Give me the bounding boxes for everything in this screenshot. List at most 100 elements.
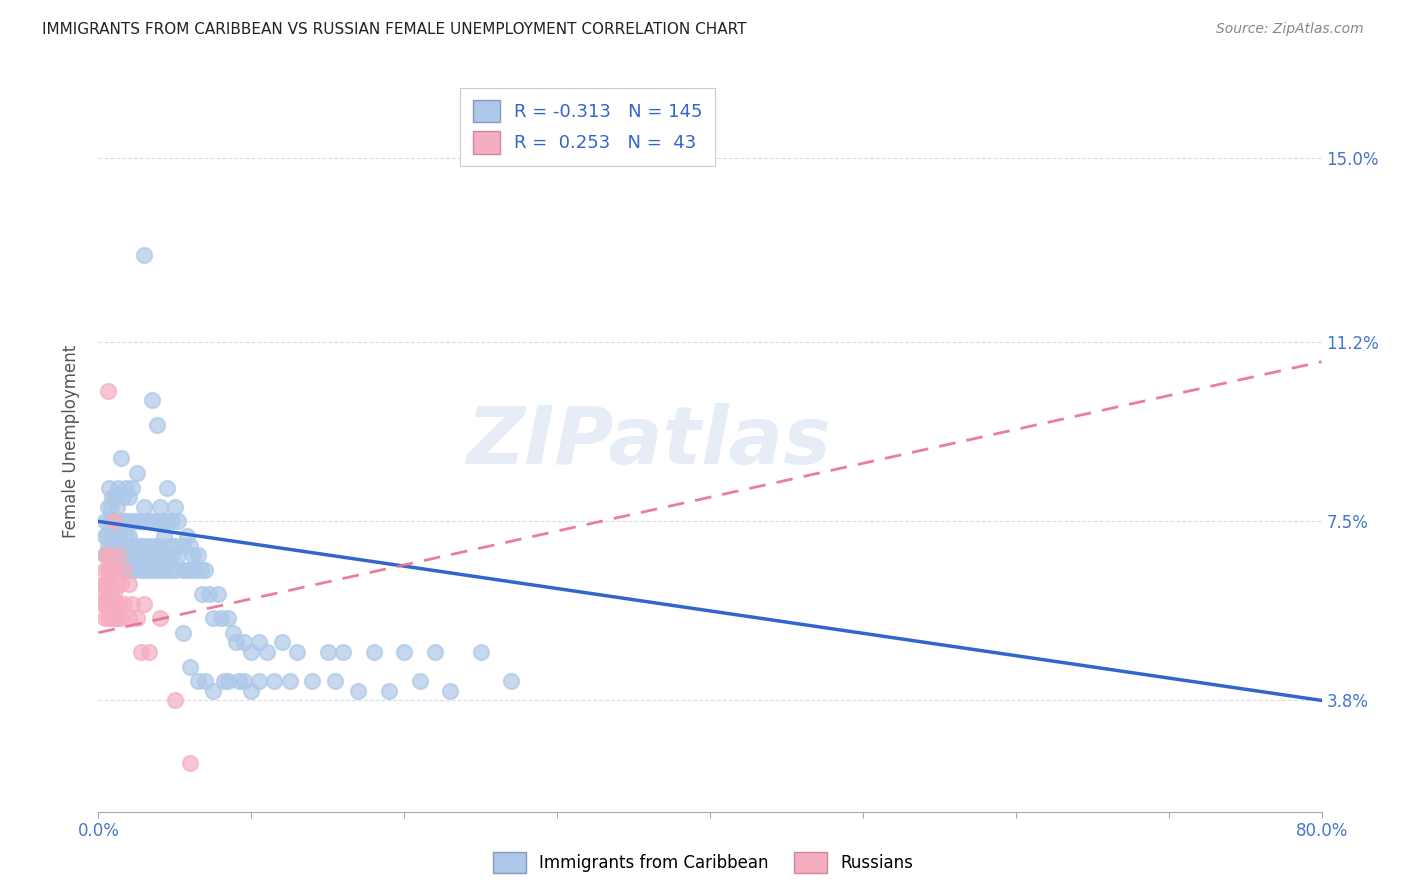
Point xyxy=(138,645,160,659)
Point xyxy=(138,563,160,577)
Point xyxy=(93,548,115,562)
Point xyxy=(118,563,141,577)
Point xyxy=(153,529,176,543)
Point xyxy=(187,674,209,689)
Point xyxy=(301,674,323,689)
Point xyxy=(159,563,181,577)
Point xyxy=(110,451,132,466)
Point xyxy=(141,548,163,562)
Point xyxy=(179,659,201,673)
Point xyxy=(228,674,250,689)
Point xyxy=(111,563,134,577)
Point xyxy=(160,515,183,529)
Point xyxy=(378,683,401,698)
Point xyxy=(101,548,124,562)
Point xyxy=(191,587,214,601)
Point xyxy=(98,548,121,562)
Point xyxy=(104,563,127,577)
Point xyxy=(136,548,159,562)
Y-axis label: Female Unemployment: Female Unemployment xyxy=(62,345,80,538)
Point xyxy=(202,611,225,625)
Point xyxy=(112,515,135,529)
Point xyxy=(232,674,254,689)
Point xyxy=(101,490,124,504)
Point xyxy=(141,393,163,408)
Point xyxy=(172,625,194,640)
Point xyxy=(103,515,125,529)
Point xyxy=(141,515,163,529)
Point xyxy=(93,563,115,577)
Point xyxy=(108,563,131,577)
Point xyxy=(94,577,117,591)
Point xyxy=(149,563,172,577)
Point xyxy=(163,693,186,707)
Point xyxy=(160,548,183,562)
Point xyxy=(93,587,115,601)
Point xyxy=(163,563,186,577)
Point xyxy=(104,548,127,562)
Point xyxy=(134,539,156,553)
Text: ZIPatlas: ZIPatlas xyxy=(467,402,831,481)
Point xyxy=(104,529,127,543)
Point xyxy=(103,587,125,601)
Point xyxy=(129,515,152,529)
Point xyxy=(115,481,138,495)
Point xyxy=(263,674,285,689)
Point xyxy=(129,548,152,562)
Point xyxy=(501,674,523,689)
Point xyxy=(104,490,127,504)
Point xyxy=(270,635,292,649)
Point xyxy=(194,563,217,577)
Point xyxy=(110,548,132,562)
Point xyxy=(392,645,416,659)
Point xyxy=(97,384,120,398)
Point xyxy=(134,500,156,514)
Point xyxy=(100,500,122,514)
Point xyxy=(179,563,201,577)
Point xyxy=(117,515,139,529)
Point xyxy=(121,515,143,529)
Point xyxy=(197,587,219,601)
Point xyxy=(240,683,263,698)
Point xyxy=(94,597,117,611)
Point xyxy=(97,500,120,514)
Point xyxy=(105,539,128,553)
Point xyxy=(125,515,148,529)
Point xyxy=(167,548,190,562)
Point xyxy=(439,683,461,698)
Point xyxy=(125,466,148,480)
Point xyxy=(103,515,125,529)
Point xyxy=(98,597,121,611)
Point xyxy=(100,563,122,577)
Point xyxy=(94,577,117,591)
Point xyxy=(222,625,245,640)
Point xyxy=(105,500,128,514)
Point xyxy=(153,563,176,577)
Point xyxy=(172,539,194,553)
Point xyxy=(209,611,232,625)
Point xyxy=(332,645,354,659)
Point xyxy=(212,674,235,689)
Point xyxy=(105,563,128,577)
Legend: Immigrants from Caribbean, Russians: Immigrants from Caribbean, Russians xyxy=(486,846,920,880)
Point xyxy=(122,539,145,553)
Point xyxy=(118,490,141,504)
Point xyxy=(115,529,138,543)
Point xyxy=(111,490,134,504)
Point xyxy=(278,674,301,689)
Point xyxy=(115,563,138,577)
Point xyxy=(156,481,179,495)
Point xyxy=(179,756,201,771)
Point xyxy=(325,674,347,689)
Point xyxy=(134,597,156,611)
Legend: R = -0.313   N = 145, R =  0.253   N =  43: R = -0.313 N = 145, R = 0.253 N = 43 xyxy=(460,87,716,166)
Point xyxy=(107,481,129,495)
Point xyxy=(108,539,131,553)
Point xyxy=(143,563,166,577)
Point xyxy=(149,539,172,553)
Point xyxy=(101,529,124,543)
Point xyxy=(156,548,179,562)
Point xyxy=(316,645,339,659)
Point xyxy=(125,611,148,625)
Point xyxy=(121,481,143,495)
